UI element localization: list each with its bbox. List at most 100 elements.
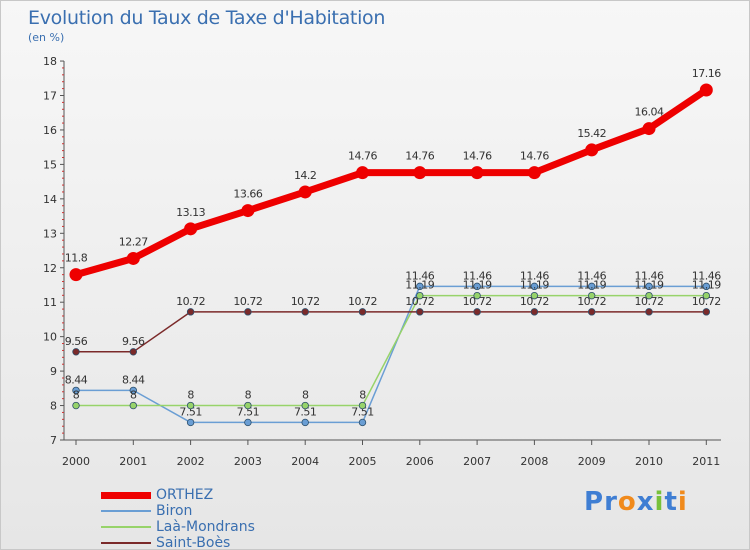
data-label-laa-mondrans: 11.19	[463, 279, 492, 292]
data-point-orthez	[413, 166, 427, 180]
data-point-laa-mondrans	[72, 401, 80, 410]
data-label-laa-mondrans: 8	[302, 389, 309, 402]
data-point-saint-boes	[72, 348, 80, 356]
data-point-biron	[416, 282, 424, 291]
legend-item: ORTHEZ	[101, 487, 301, 503]
data-label-saint-boes: 10.72	[348, 295, 377, 308]
data-label-saint-boes: 10.72	[291, 295, 320, 308]
y-tick-label: 12	[43, 262, 57, 275]
x-tick-label: 2010	[635, 455, 663, 468]
data-point-biron	[244, 418, 252, 427]
legend-label: Saint-Boès	[156, 535, 231, 550]
data-label-saint-boes: 10.72	[176, 295, 205, 308]
data-label-biron: 7.51	[179, 405, 202, 418]
data-point-saint-boes	[244, 308, 252, 316]
data-point-biron	[358, 418, 367, 427]
data-label-biron: 8.44	[122, 373, 145, 386]
data-label-saint-boes: 10.72	[635, 295, 664, 308]
data-point-biron	[72, 386, 80, 395]
series-line-laa-mondrans	[75, 294, 708, 407]
y-tick-label: 14	[43, 193, 57, 206]
data-label-laa-mondrans: 8	[130, 389, 137, 402]
data-label-saint-boes: 10.72	[405, 295, 434, 308]
x-tick-label: 2000	[62, 455, 90, 468]
x-tick-label: 2007	[463, 455, 491, 468]
data-point-orthez	[699, 83, 713, 97]
y-tick-label: 16	[43, 124, 57, 137]
data-label-biron: 11.46	[463, 269, 492, 282]
data-label-orthez: 11.8	[65, 252, 88, 265]
data-point-orthez	[470, 166, 484, 180]
data-label-saint-boes: 9.56	[65, 335, 88, 348]
y-tick-label: 10	[43, 331, 57, 344]
data-point-laa-mondrans	[358, 401, 367, 410]
data-label-orthez: 14.76	[405, 150, 434, 163]
data-label-orthez: 15.42	[577, 127, 606, 140]
data-point-orthez	[527, 166, 541, 180]
y-tick-label: 15	[43, 158, 57, 171]
x-tick-label: 2001	[119, 455, 147, 468]
data-point-orthez	[241, 204, 255, 218]
logo-letter: o	[617, 487, 637, 517]
data-label-laa-mondrans: 11.19	[692, 279, 721, 292]
data-point-biron	[186, 418, 195, 427]
data-point-saint-boes	[416, 308, 424, 316]
legend-swatch	[101, 491, 151, 499]
legend: ORTHEZ Biron Laà-Mondrans Saint-Boès	[101, 487, 301, 550]
data-point-biron	[301, 418, 309, 427]
data-label-biron: 7.51	[294, 405, 317, 418]
legend-swatch	[101, 510, 151, 512]
data-label-laa-mondrans: 8	[359, 389, 366, 402]
proxiti-logo: Proxiti	[584, 487, 688, 517]
data-label-biron: 11.46	[520, 269, 549, 282]
data-label-biron: 7.51	[351, 405, 374, 418]
data-label-laa-mondrans: 11.19	[520, 279, 549, 292]
data-label-biron: 11.46	[577, 269, 606, 282]
data-label-laa-mondrans: 11.19	[577, 279, 606, 292]
y-tick-label: 18	[43, 55, 57, 68]
data-point-saint-boes	[702, 308, 710, 316]
series-line-saint-boes	[75, 311, 708, 353]
data-point-biron	[473, 282, 481, 291]
data-label-saint-boes: 10.72	[577, 295, 606, 308]
data-label-saint-boes: 10.72	[692, 295, 721, 308]
data-point-laa-mondrans	[588, 291, 596, 300]
data-label-saint-boes: 9.56	[122, 335, 145, 348]
data-label-orthez: 13.13	[176, 206, 205, 219]
y-tick-label: 11	[43, 296, 57, 309]
x-tick-label: 2006	[406, 455, 434, 468]
data-point-saint-boes	[645, 308, 653, 316]
data-label-orthez: 14.76	[348, 150, 377, 163]
data-point-biron	[702, 282, 710, 291]
data-label-biron: 8.44	[65, 373, 88, 386]
data-point-laa-mondrans	[244, 401, 252, 410]
data-point-saint-boes	[301, 308, 309, 316]
data-point-laa-mondrans	[186, 401, 195, 410]
data-label-orthez: 14.76	[463, 150, 492, 163]
data-point-orthez	[298, 185, 312, 199]
x-tick-label: 2002	[177, 455, 205, 468]
logo-letter: t	[664, 487, 678, 517]
data-point-saint-boes	[186, 308, 195, 316]
unit-label: (en %)	[28, 31, 65, 44]
y-tick-label: 13	[43, 227, 57, 240]
x-tick-label: 2008	[520, 455, 548, 468]
series-line-biron	[75, 285, 708, 424]
legend-label: Biron	[156, 503, 193, 519]
logo-letter: i	[677, 487, 688, 517]
data-label-laa-mondrans: 11.19	[635, 279, 664, 292]
legend-label: ORTHEZ	[156, 487, 214, 503]
data-label-laa-mondrans: 8	[73, 389, 80, 402]
logo-letter: r	[604, 487, 618, 517]
data-point-biron	[129, 386, 137, 395]
data-point-orthez	[356, 166, 369, 180]
data-point-saint-boes	[129, 348, 137, 356]
data-point-laa-mondrans	[129, 401, 137, 410]
y-tick-label: 17	[43, 90, 57, 103]
data-label-biron: 11.46	[635, 269, 664, 282]
data-point-saint-boes	[588, 308, 596, 316]
data-point-orthez	[585, 143, 599, 157]
data-point-orthez	[184, 222, 198, 236]
